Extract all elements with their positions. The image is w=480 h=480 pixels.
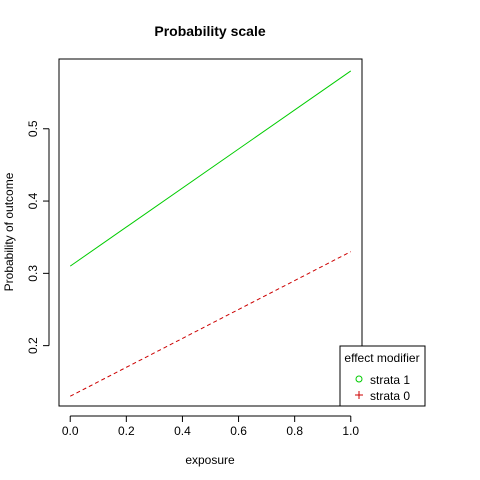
x-tick-label: 1.0 [342, 424, 359, 438]
x-axis-label: exposure [185, 453, 235, 467]
x-tick-label: 0.0 [62, 424, 79, 438]
x-tick-label: 0.8 [286, 424, 303, 438]
legend-strata-0-label: strata 0 [370, 389, 410, 403]
x-tick-label: 0.2 [118, 424, 135, 438]
y-tick-label: 0.3 [26, 265, 40, 282]
legend-strata-0-marker [355, 391, 363, 399]
x-tick-label: 0.4 [174, 424, 191, 438]
legend-title: effect modifier [344, 351, 419, 365]
y-axis: 0.2 0.3 0.4 0.5 [26, 120, 50, 354]
x-axis: 0.0 0.2 0.4 0.6 0.8 1.0 [62, 415, 359, 438]
legend-box [339, 345, 426, 407]
chart-title: Probability scale [154, 23, 265, 39]
series-layer [69, 70, 352, 397]
y-tick-label: 0.2 [26, 337, 40, 354]
legend: effect modifier strata 1 strata 0 [339, 345, 426, 407]
y-tick-label: 0.4 [26, 192, 40, 209]
x-tick-label: 0.6 [230, 424, 247, 438]
plot-frame [58, 58, 363, 407]
y-tick-label: 0.5 [26, 120, 40, 137]
series-line-strata-1 [69, 70, 352, 267]
y-axis-label: Probability of outcome [2, 172, 16, 291]
series-line-strata-0 [69, 251, 352, 397]
legend-strata-1-label: strata 1 [370, 373, 410, 387]
legend-strata-1-marker [355, 375, 363, 383]
